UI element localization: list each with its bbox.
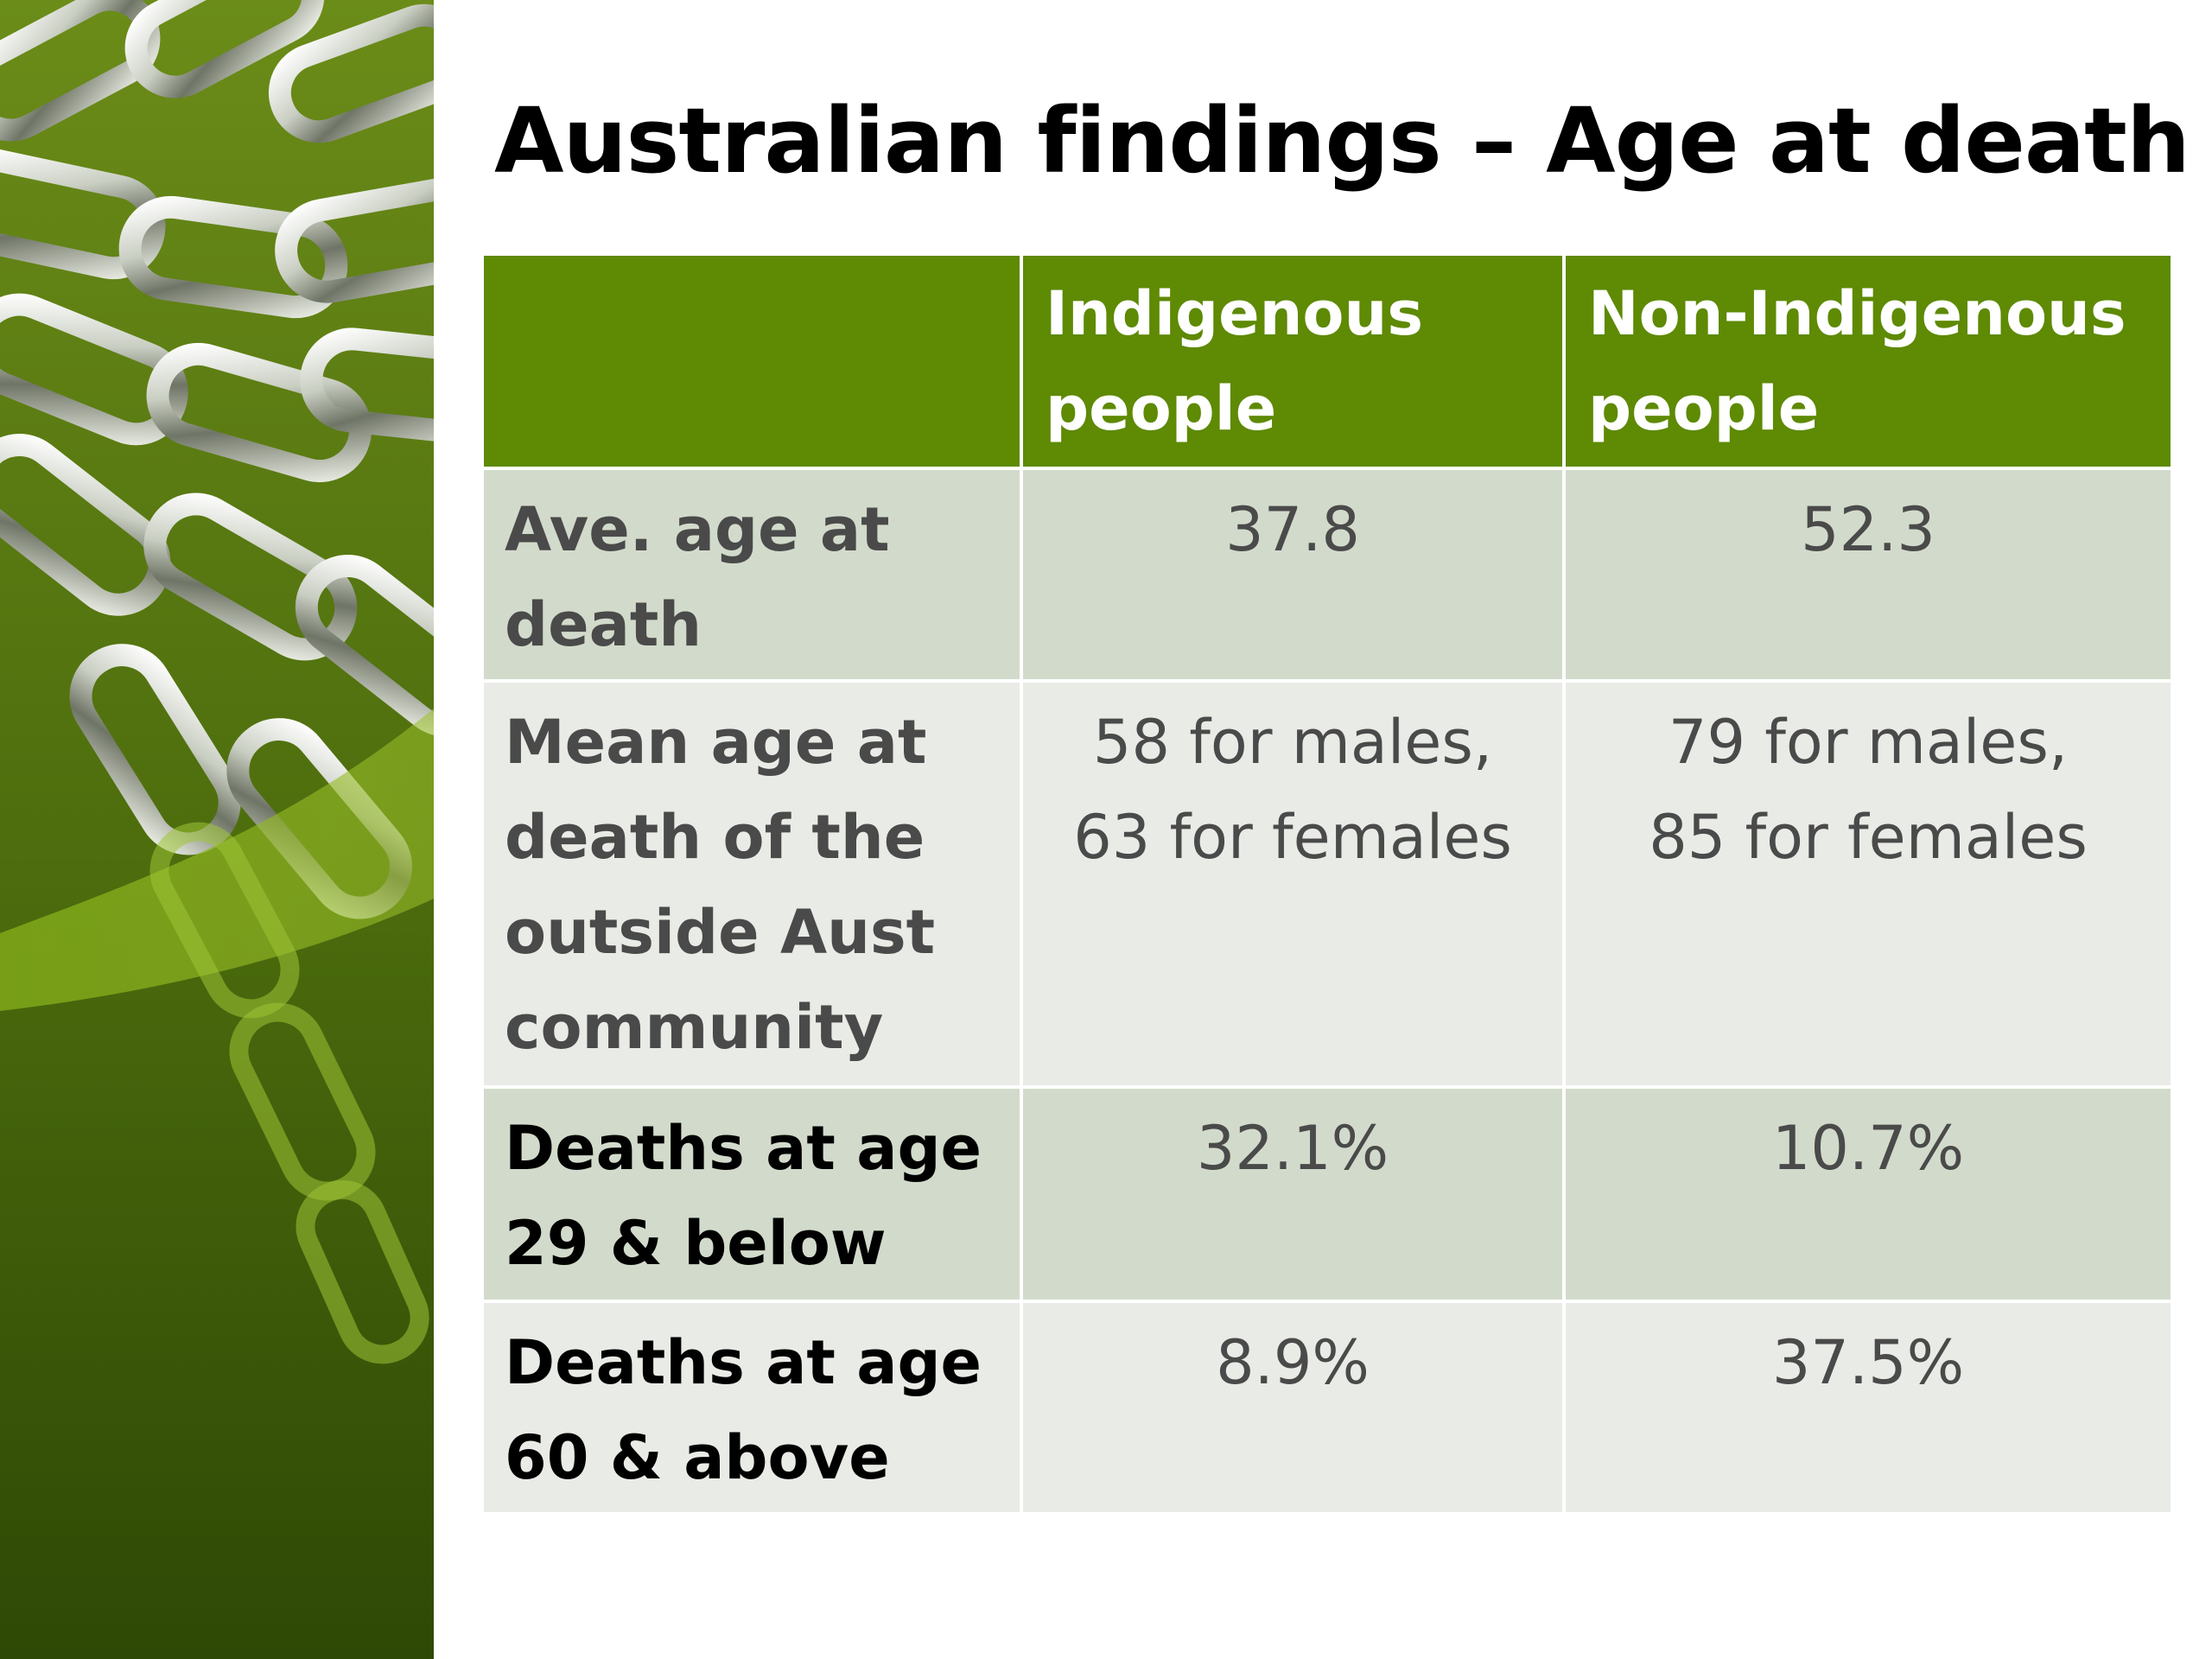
- cell-indigenous-mean-age: 58 for males, 63 for females: [1020, 679, 1566, 1089]
- age-at-death-table: Indigenous people Non-Indigenous people …: [480, 252, 2174, 1516]
- cell-non-indigenous-ave-age: 52.3: [1562, 467, 2174, 683]
- table-row: Ave. age at death 37.8 52.3: [480, 467, 2174, 683]
- header-indigenous: Indigenous people: [1020, 252, 1566, 470]
- slide-title: Australian findings – Age at death: [494, 88, 2190, 194]
- cell-indigenous-ave-age: 37.8: [1020, 467, 1566, 683]
- table-row: Mean age at death of the outside Aust co…: [480, 679, 2174, 1089]
- chain-links-image: [0, 0, 434, 1659]
- cell-indigenous-deaths-29-below: 32.1%: [1020, 1085, 1566, 1303]
- table-row: Deaths at age 60 & above 8.9% 37.5%: [480, 1300, 2174, 1516]
- cell-indigenous-deaths-60-above: 8.9%: [1020, 1300, 1566, 1516]
- row-label-mean-age: Mean age at death of the outside Aust co…: [480, 679, 1023, 1089]
- cell-non-indigenous-deaths-29-below: 10.7%: [1562, 1085, 2174, 1303]
- chain-links-icon: [0, 0, 434, 1659]
- row-label-ave-age: Ave. age at death: [480, 467, 1023, 683]
- table-header-row: Indigenous people Non-Indigenous people: [480, 252, 2174, 470]
- row-label-deaths-29-below: Deaths at age 29 & below: [480, 1085, 1023, 1303]
- header-empty-cell: [480, 252, 1023, 470]
- cell-non-indigenous-mean-age: 79 for males, 85 for females: [1562, 679, 2174, 1089]
- row-label-deaths-60-above: Deaths at age 60 & above: [480, 1300, 1023, 1516]
- table-row: Deaths at age 29 & below 32.1% 10.7%: [480, 1085, 2174, 1303]
- cell-non-indigenous-deaths-60-above: 37.5%: [1562, 1300, 2174, 1516]
- header-non-indigenous: Non-Indigenous people: [1562, 252, 2174, 470]
